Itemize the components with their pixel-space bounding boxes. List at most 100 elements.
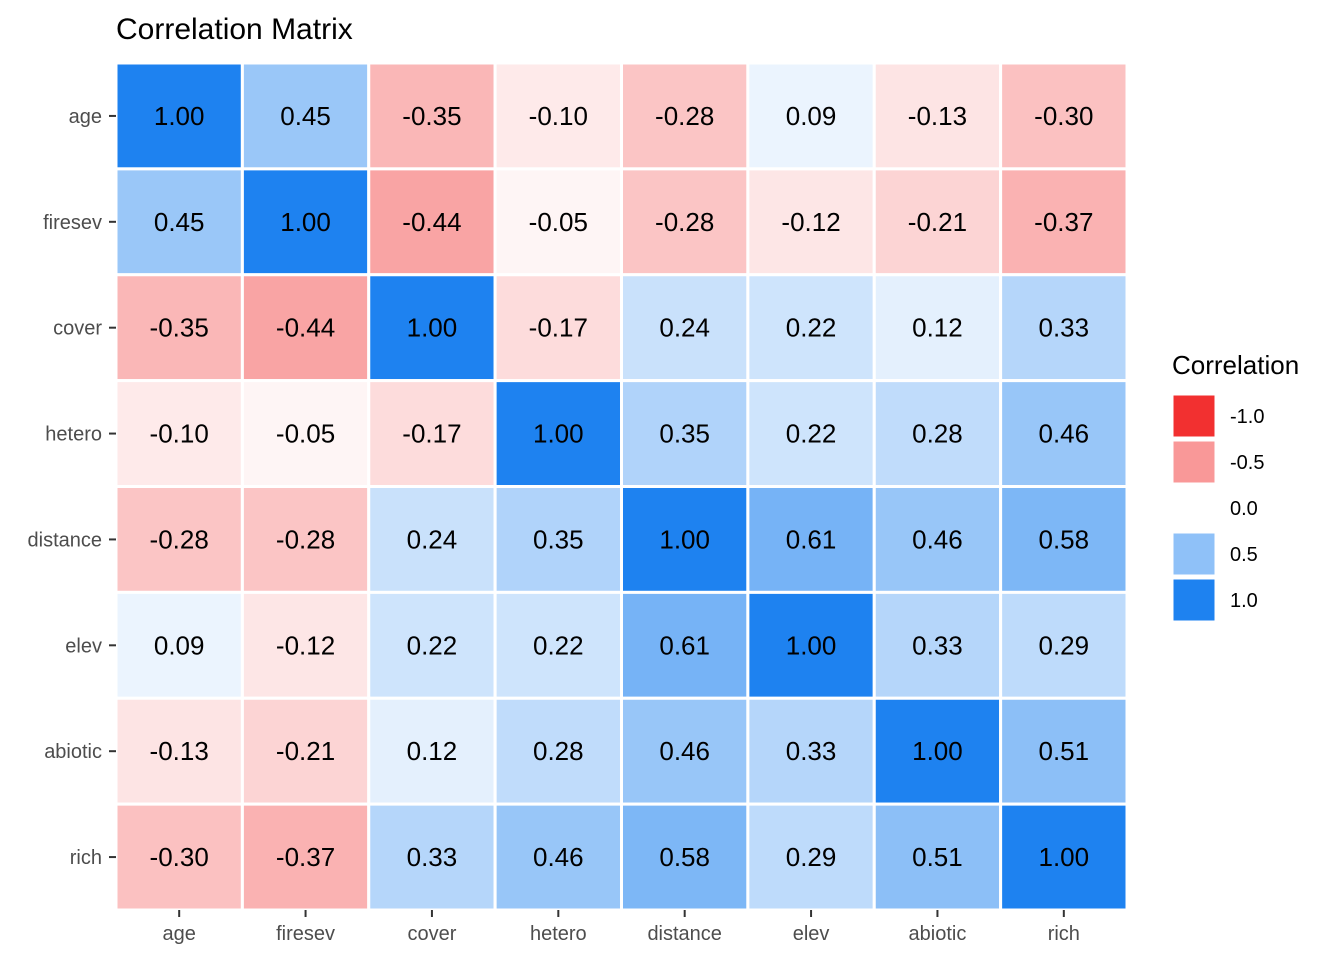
cell-label-firesev-abiotic: -0.21 xyxy=(908,207,967,237)
heatmap-cell-abiotic-age xyxy=(114,696,244,806)
heatmap-cell-age-elev xyxy=(746,61,876,171)
heatmap-cell-elev-firesev xyxy=(240,590,371,700)
heatmap-cell-abiotic-cover xyxy=(367,696,497,806)
heatmap-cell-elev-rich xyxy=(999,590,1129,700)
x-axis: age firesev cover hetero distance elev abiotic… xyxy=(163,910,1080,945)
legend-key--1.0 xyxy=(1170,392,1218,440)
heatmap-cell-abiotic-abiotic xyxy=(872,696,1003,806)
cell-label-cover-distance: 0.24 xyxy=(659,313,710,343)
cell-label-rich-age: -0.30 xyxy=(150,842,209,872)
cell-label-distance-hetero: 0.35 xyxy=(533,524,584,554)
cell-label-rich-hetero: 0.46 xyxy=(533,842,584,872)
cell-label-firesev-cover: -0.44 xyxy=(402,207,461,237)
cell-label-firesev-firesev: 1.00 xyxy=(280,207,331,237)
x-tick-label-cover: cover xyxy=(407,923,456,945)
x-tick-label-elev: elev xyxy=(793,923,830,945)
heatmap-cell-age-rich xyxy=(999,61,1129,171)
x-tick-label-hetero: hetero xyxy=(530,923,587,945)
heatmap-cells: 1.00 0.45 -0.35 -0.10 -0.28 0.09 -0.13 -0.30 0.4… xyxy=(114,61,1129,912)
cell-label-abiotic-distance: 0.46 xyxy=(659,736,710,766)
legend-label--0.5: -0.5 xyxy=(1230,452,1264,474)
heatmap-cell-cover-hetero xyxy=(493,273,623,383)
cell-label-distance-rich: 0.58 xyxy=(1039,524,1090,554)
heatmap-cell-distance-distance xyxy=(620,485,750,594)
cell-label-cover-age: -0.35 xyxy=(150,313,209,343)
cell-label-rich-firesev: -0.37 xyxy=(276,842,335,872)
x-tick-label-rich: rich xyxy=(1048,923,1080,945)
heatmap-cell-cover-rich xyxy=(999,273,1129,383)
cell-label-abiotic-abiotic: 1.00 xyxy=(912,736,963,766)
heatmap-cell-elev-abiotic xyxy=(872,590,1003,700)
cell-label-age-age: 1.00 xyxy=(154,101,205,131)
cell-label-hetero-firesev: -0.05 xyxy=(276,419,335,449)
legend-label--1.0: -1.0 xyxy=(1230,406,1264,428)
cell-label-distance-cover: 0.24 xyxy=(407,524,458,554)
cell-label-firesev-distance: -0.28 xyxy=(655,207,714,237)
cell-label-hetero-abiotic: 0.28 xyxy=(912,419,963,449)
chart-title: Correlation Matrix xyxy=(116,13,353,46)
cell-label-distance-abiotic: 0.46 xyxy=(912,524,963,554)
cell-label-firesev-elev: -0.12 xyxy=(781,207,840,237)
cell-label-abiotic-elev: 0.33 xyxy=(786,736,837,766)
heatmap-cell-abiotic-elev xyxy=(746,696,876,806)
cell-label-cover-cover: 1.00 xyxy=(407,313,458,343)
heatmap-cell-abiotic-firesev xyxy=(240,696,371,806)
heatmap-cell-distance-hetero xyxy=(493,485,623,594)
cell-label-elev-cover: 0.22 xyxy=(407,630,458,660)
heatmap-cell-firesev-hetero xyxy=(493,167,623,277)
legend-key-1.0 xyxy=(1170,576,1218,624)
cell-label-hetero-hetero: 1.00 xyxy=(533,419,584,449)
cell-label-age-elev: 0.09 xyxy=(786,101,837,131)
cell-label-elev-elev: 1.00 xyxy=(786,630,837,660)
y-tick-label-elev: elev xyxy=(65,635,102,657)
cell-label-hetero-elev: 0.22 xyxy=(786,419,837,449)
cell-label-age-distance: -0.28 xyxy=(655,101,714,131)
heatmap-cell-cover-firesev xyxy=(240,273,371,383)
heatmap-cell-elev-elev xyxy=(746,590,876,700)
cell-label-elev-abiotic: 0.33 xyxy=(912,630,963,660)
cell-label-elev-distance: 0.61 xyxy=(659,630,710,660)
heatmap-cell-hetero-abiotic xyxy=(872,379,1003,488)
cell-label-rich-distance: 0.58 xyxy=(659,842,710,872)
cell-label-age-cover: -0.35 xyxy=(402,101,461,131)
cell-label-distance-elev: 0.61 xyxy=(786,524,837,554)
x-tick-label-distance: distance xyxy=(647,923,722,945)
cell-label-hetero-age: -0.10 xyxy=(150,419,209,449)
legend-label-1.0: 1.0 xyxy=(1230,590,1258,612)
heatmap-cell-rich-distance xyxy=(620,802,750,912)
cell-label-abiotic-cover: 0.12 xyxy=(407,736,458,766)
heatmap-cell-abiotic-rich xyxy=(999,696,1129,806)
legend-label-0.5: 0.5 xyxy=(1230,544,1258,566)
cell-label-abiotic-firesev: -0.21 xyxy=(276,736,335,766)
y-tick-label-firesev: firesev xyxy=(43,212,102,234)
cell-label-distance-distance: 1.00 xyxy=(659,524,710,554)
cell-label-rich-rich: 1.00 xyxy=(1039,842,1090,872)
cell-label-elev-hetero: 0.22 xyxy=(533,630,584,660)
legend-title: Correlation xyxy=(1172,350,1299,380)
heatmap-cell-cover-abiotic xyxy=(872,273,1003,383)
cell-label-age-abiotic: -0.13 xyxy=(908,101,967,131)
heatmap-cell-elev-distance xyxy=(620,590,750,700)
y-tick-label-hetero: hetero xyxy=(45,424,102,446)
heatmap-cell-rich-cover xyxy=(367,802,497,912)
cell-label-firesev-age: 0.45 xyxy=(154,207,205,237)
cell-label-hetero-cover: -0.17 xyxy=(402,419,461,449)
cell-label-age-rich: -0.30 xyxy=(1034,101,1093,131)
cell-label-cover-firesev: -0.44 xyxy=(276,313,335,343)
heatmap-cell-hetero-hetero xyxy=(493,379,623,488)
y-tick-label-abiotic: abiotic xyxy=(44,741,102,763)
cell-label-cover-elev: 0.22 xyxy=(786,313,837,343)
legend: Correlation -1.0 -0.5 0.0 0.5 1.0 xyxy=(1170,350,1299,624)
cell-label-abiotic-age: -0.13 xyxy=(150,736,209,766)
x-tick-label-age: age xyxy=(163,923,196,945)
y-tick-label-distance: distance xyxy=(28,529,103,551)
cell-label-distance-age: -0.28 xyxy=(150,524,209,554)
legend-key-0.0 xyxy=(1170,484,1218,532)
heatmap-cell-rich-rich xyxy=(999,802,1129,912)
cell-label-cover-abiotic: 0.12 xyxy=(912,313,963,343)
cell-label-firesev-hetero: -0.05 xyxy=(529,207,588,237)
cell-label-abiotic-rich: 0.51 xyxy=(1039,736,1090,766)
y-tick-label-age: age xyxy=(69,106,102,128)
legend-label-0.0: 0.0 xyxy=(1230,498,1258,520)
